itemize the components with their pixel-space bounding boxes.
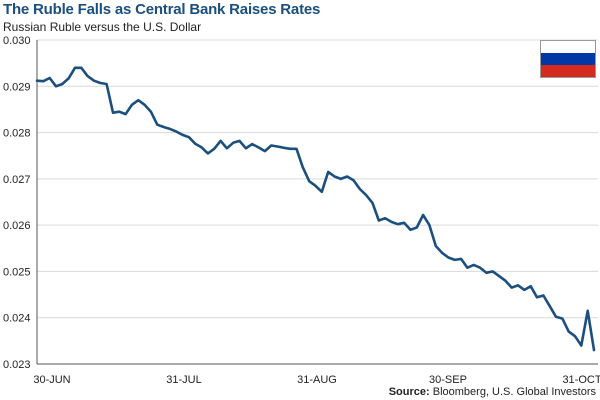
x-tick-label: 31-OCT: [562, 374, 600, 386]
y-tick-label: 0.029: [3, 81, 31, 93]
y-tick-label: 0.026: [3, 220, 31, 232]
chart-subtitle: Russian Ruble versus the U.S. Dollar: [3, 20, 202, 34]
source-note: Source: Bloomberg, U.S. Global Investors: [389, 386, 596, 398]
y-tick-label: 0.023: [3, 359, 31, 371]
y-tick-label: 0.027: [3, 174, 31, 186]
y-tick-label: 0.028: [3, 128, 31, 140]
y-tick-label: 0.025: [3, 266, 31, 278]
x-tick-label: 31-AUG: [297, 374, 337, 386]
russia-flag-icon: [540, 40, 596, 78]
flag-stripe-white: [541, 41, 595, 53]
series-line-ruble: [35, 66, 596, 352]
chart-title: The Ruble Falls as Central Bank Raises R…: [3, 1, 321, 18]
source-text: Bloomberg, U.S. Global Investors: [432, 386, 596, 398]
x-tick-label: 30-JUN: [33, 374, 70, 386]
flag-stripe-red: [541, 65, 595, 77]
flag-stripe-blue: [541, 53, 595, 65]
source-label: Source:: [388, 386, 430, 398]
x-tick-label: 30-SEP: [429, 374, 467, 386]
y-tick-label: 0.024: [3, 313, 31, 325]
y-tick-label: 0.030: [3, 35, 31, 47]
x-tick-label: 31-JUL: [166, 374, 201, 386]
